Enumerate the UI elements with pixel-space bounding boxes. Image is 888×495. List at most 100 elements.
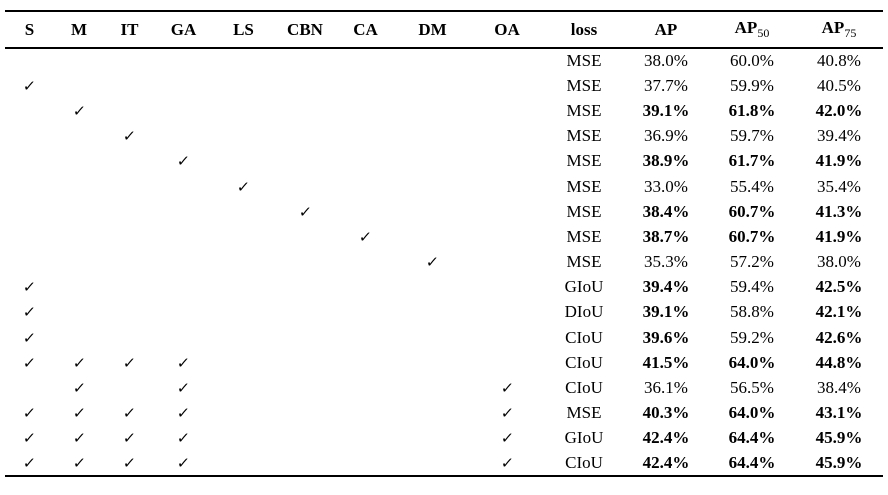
check-cell-s (5, 375, 54, 400)
check-cell-ga (155, 174, 212, 199)
col-header-subscript: 75 (844, 26, 857, 40)
check-cell-oa (469, 300, 545, 325)
ap75-value-cell: 39.4% (817, 126, 861, 146)
check-cell-oa (469, 224, 545, 249)
ap75-value-cell: 44.8% (815, 352, 863, 372)
loss-cell: MSE (566, 75, 602, 95)
ap75-value-cell: 42.5% (815, 277, 863, 297)
check-cell-cbn (275, 124, 335, 149)
ap50-value-cell: 61.7% (728, 151, 776, 171)
check-cell-s (5, 250, 54, 275)
check-cell-oa (469, 48, 545, 73)
check-cell-ga (155, 224, 212, 249)
checkmark-icon: ✓ (122, 429, 137, 448)
check-cell-ca (335, 375, 396, 400)
ap-value-cell: 38.0% (644, 51, 688, 71)
check-cell-it (104, 73, 155, 98)
check-cell-ga: ✓ (155, 401, 212, 426)
ap50-value-cell: 59.7% (730, 126, 774, 146)
col-header-ap75: AP75 (795, 11, 883, 48)
check-cell-ga (155, 325, 212, 350)
check-cell-s (5, 174, 54, 199)
check-cell-ga: ✓ (155, 149, 212, 174)
table-row: ✓ ✓ ✓ CIoU 36.1% 56.5% 38.4% (5, 375, 883, 400)
check-cell-cbn (275, 174, 335, 199)
check-cell-oa: ✓ (469, 426, 545, 451)
check-cell-cbn (275, 98, 335, 123)
check-cell-s (5, 199, 54, 224)
check-cell-ca (335, 250, 396, 275)
checkmark-icon: ✓ (22, 429, 37, 448)
checkmark-icon: ✓ (71, 101, 87, 120)
col-header-label: DM (418, 19, 447, 39)
table-row: ✓ MSE 35.3% 57.2% 38.0% (5, 250, 883, 275)
check-cell-ca (335, 149, 396, 174)
col-header-dm: DM (396, 11, 469, 48)
col-header-label: IT (120, 19, 139, 39)
ap75-value-cell: 45.9% (815, 453, 863, 473)
check-cell-m (54, 149, 104, 174)
check-cell-it: ✓ (104, 401, 155, 426)
ap-value-cell: 42.4% (642, 453, 690, 473)
check-cell-cbn (275, 426, 335, 451)
loss-cell: MSE (566, 176, 602, 196)
table-row: ✓ MSE 36.9% 59.7% 39.4% (5, 124, 883, 149)
col-header-it: IT (104, 11, 155, 48)
check-cell-cbn (275, 224, 335, 249)
check-cell-ga (155, 250, 212, 275)
check-cell-ls (212, 124, 275, 149)
loss-cell: GIoU (564, 428, 604, 448)
col-header-label: AP (821, 18, 845, 37)
check-cell-oa (469, 149, 545, 174)
check-cell-m (54, 199, 104, 224)
check-cell-ga (155, 199, 212, 224)
loss-cell: GIoU (564, 277, 604, 297)
checkmark-icon: ✓ (358, 227, 373, 246)
check-cell-dm (396, 451, 469, 476)
check-cell-it: ✓ (104, 124, 155, 149)
ap-value-cell: 39.1% (642, 302, 690, 322)
check-cell-cbn (275, 250, 335, 275)
col-header-label: CA (353, 19, 378, 39)
ap75-value-cell: 41.9% (815, 151, 863, 171)
checkmark-icon: ✓ (176, 152, 191, 171)
ap-value-cell: 33.0% (644, 176, 688, 196)
checkmark-icon: ✓ (22, 328, 37, 347)
check-cell-s (5, 224, 54, 249)
header-row: S M IT GA LS CBN CA DM OA loss AP AP50 AP75 (5, 11, 883, 48)
checkmark-icon: ✓ (71, 429, 87, 448)
checkmark-icon: ✓ (176, 404, 191, 423)
check-cell-it: ✓ (104, 426, 155, 451)
ap75-value-cell: 35.4% (817, 176, 861, 196)
loss-cell: MSE (566, 226, 602, 246)
ap50-value-cell: 60.0% (730, 51, 774, 71)
ap50-value-cell: 60.7% (728, 201, 776, 221)
check-cell-m (54, 124, 104, 149)
check-cell-s (5, 149, 54, 174)
check-cell-dm (396, 149, 469, 174)
check-cell-ls: ✓ (212, 174, 275, 199)
check-cell-ca (335, 124, 396, 149)
check-cell-it: ✓ (104, 350, 155, 375)
check-cell-ls (212, 224, 275, 249)
check-cell-s: ✓ (5, 325, 54, 350)
checkmark-icon: ✓ (22, 454, 37, 473)
check-cell-it (104, 375, 155, 400)
check-cell-m: ✓ (54, 98, 104, 123)
check-cell-s: ✓ (5, 275, 54, 300)
checkmark-icon: ✓ (499, 379, 515, 398)
loss-cell: CIoU (565, 453, 603, 473)
loss-cell: CIoU (565, 352, 603, 372)
check-cell-oa (469, 98, 545, 123)
ap75-value-cell: 42.6% (815, 327, 863, 347)
check-cell-ls (212, 325, 275, 350)
check-cell-s: ✓ (5, 426, 54, 451)
check-cell-ca (335, 426, 396, 451)
col-header-s: S (5, 11, 54, 48)
col-header-subscript: 50 (757, 26, 770, 40)
check-cell-m (54, 73, 104, 98)
check-cell-it (104, 48, 155, 73)
check-cell-ls (212, 300, 275, 325)
check-cell-s: ✓ (5, 401, 54, 426)
checkmark-icon: ✓ (425, 253, 440, 272)
